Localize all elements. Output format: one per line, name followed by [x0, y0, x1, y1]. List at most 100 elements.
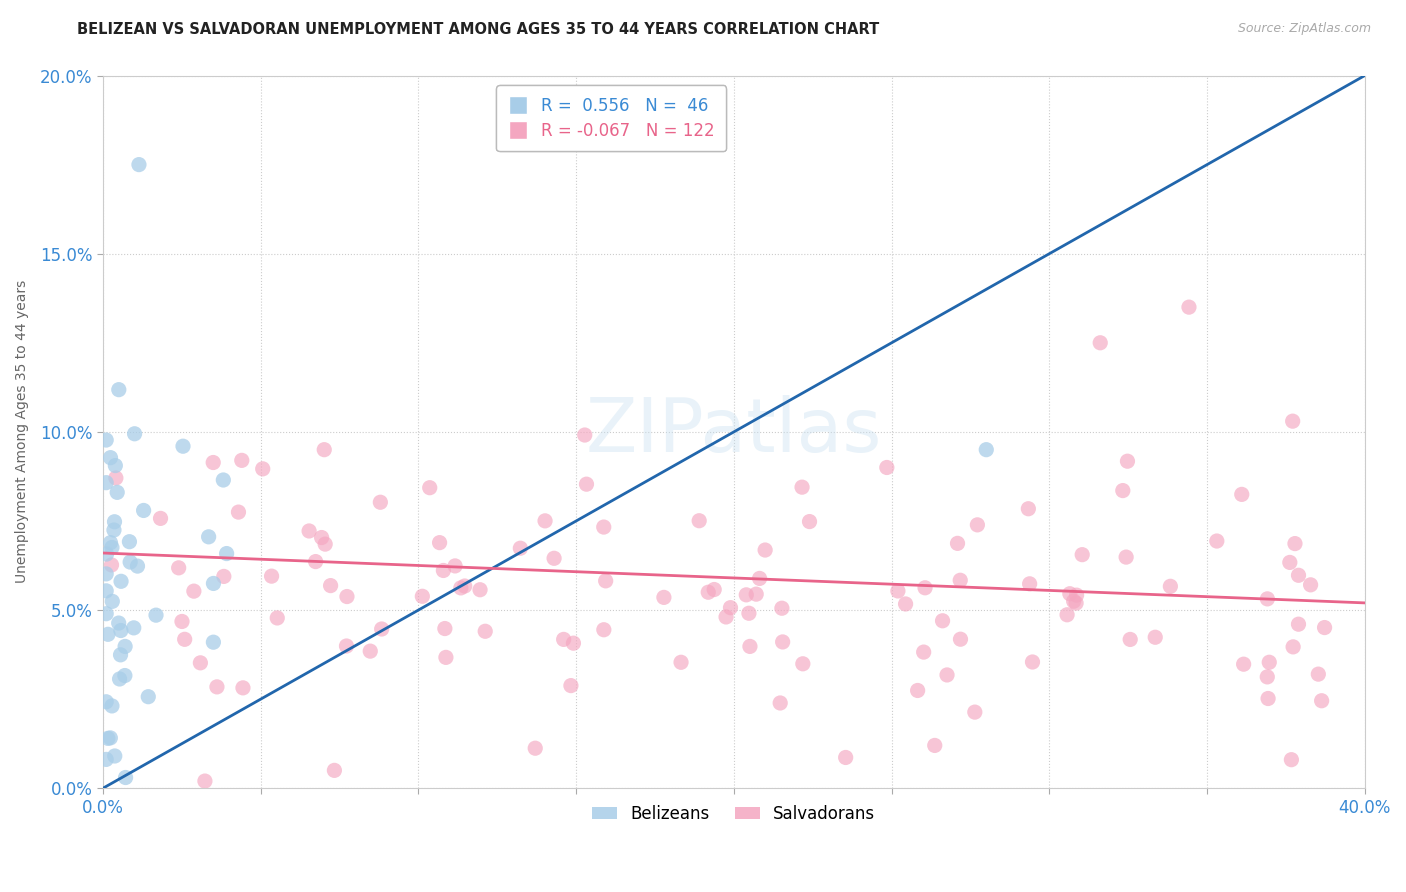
- Point: [173, 632, 195, 647]
- Point: [1090, 335, 1112, 350]
- Point: [96, 752, 118, 766]
- Point: [1144, 630, 1167, 644]
- Point: [323, 764, 346, 778]
- Point: [1017, 501, 1039, 516]
- Point: [772, 635, 794, 649]
- Point: [101, 541, 124, 555]
- Point: [1178, 300, 1201, 314]
- Point: [534, 514, 557, 528]
- Point: [738, 640, 761, 654]
- Point: [1066, 588, 1088, 602]
- Point: [183, 584, 205, 599]
- Point: [792, 657, 814, 671]
- Point: [205, 680, 228, 694]
- Point: [1288, 617, 1310, 632]
- Point: [769, 696, 792, 710]
- Point: [720, 600, 742, 615]
- Point: [1299, 578, 1322, 592]
- Text: BELIZEAN VS SALVADORAN UNEMPLOYMENT AMONG AGES 35 TO 44 YEARS CORRELATION CHART: BELIZEAN VS SALVADORAN UNEMPLOYMENT AMON…: [77, 22, 880, 37]
- Point: [96, 566, 118, 581]
- Point: [96, 583, 118, 598]
- Point: [100, 558, 122, 572]
- Point: [1288, 568, 1310, 582]
- Point: [104, 749, 127, 764]
- Point: [509, 541, 531, 556]
- Point: [974, 442, 997, 457]
- Point: [167, 561, 190, 575]
- Point: [450, 581, 472, 595]
- Point: [336, 590, 359, 604]
- Point: [799, 515, 821, 529]
- Point: [260, 569, 283, 583]
- Point: [887, 583, 910, 598]
- Point: [1313, 621, 1336, 635]
- Point: [104, 471, 127, 485]
- Point: [97, 627, 120, 641]
- Point: [1282, 640, 1305, 654]
- Point: [266, 611, 288, 625]
- Point: [314, 442, 336, 457]
- Point: [770, 601, 793, 615]
- Point: [101, 698, 124, 713]
- Point: [434, 650, 457, 665]
- Point: [104, 458, 127, 473]
- Point: [1119, 632, 1142, 647]
- Point: [232, 681, 254, 695]
- Point: [359, 644, 381, 658]
- Text: Source: ZipAtlas.com: Source: ZipAtlas.com: [1237, 22, 1371, 36]
- Point: [946, 536, 969, 550]
- Point: [103, 515, 125, 529]
- Point: [335, 639, 357, 653]
- Point: [100, 450, 122, 465]
- Point: [1308, 667, 1330, 681]
- Point: [311, 531, 333, 545]
- Point: [560, 679, 582, 693]
- Point: [108, 672, 131, 686]
- Point: [1018, 577, 1040, 591]
- Point: [132, 503, 155, 517]
- Point: [907, 683, 929, 698]
- Point: [1279, 753, 1302, 767]
- Point: [592, 520, 614, 534]
- Point: [105, 485, 128, 500]
- Point: [110, 574, 132, 589]
- Point: [231, 453, 253, 467]
- Point: [127, 559, 149, 574]
- Point: [118, 534, 141, 549]
- Point: [170, 615, 193, 629]
- Point: [411, 589, 433, 603]
- Point: [1116, 454, 1139, 468]
- Point: [924, 739, 946, 753]
- Point: [1056, 607, 1078, 622]
- Point: [110, 648, 132, 662]
- Point: [370, 622, 392, 636]
- Point: [314, 537, 336, 551]
- Point: [194, 774, 217, 789]
- Point: [419, 481, 441, 495]
- Point: [100, 535, 122, 549]
- Point: [735, 588, 758, 602]
- Point: [1112, 483, 1135, 498]
- Point: [1256, 670, 1278, 684]
- Point: [714, 610, 737, 624]
- Point: [454, 579, 477, 593]
- Point: [370, 495, 392, 509]
- Point: [96, 547, 118, 561]
- Point: [574, 428, 596, 442]
- Point: [145, 608, 167, 623]
- Point: [703, 582, 725, 597]
- Point: [97, 731, 120, 746]
- Point: [114, 668, 136, 682]
- Point: [894, 597, 917, 611]
- Y-axis label: Unemployment Among Ages 35 to 44 years: Unemployment Among Ages 35 to 44 years: [15, 280, 30, 583]
- Point: [745, 587, 768, 601]
- Point: [1256, 591, 1278, 606]
- Point: [963, 705, 986, 719]
- Point: [128, 158, 150, 172]
- Point: [738, 607, 761, 621]
- Point: [98, 731, 121, 745]
- Point: [688, 514, 710, 528]
- Point: [754, 543, 776, 558]
- Point: [96, 475, 118, 490]
- Point: [429, 535, 451, 549]
